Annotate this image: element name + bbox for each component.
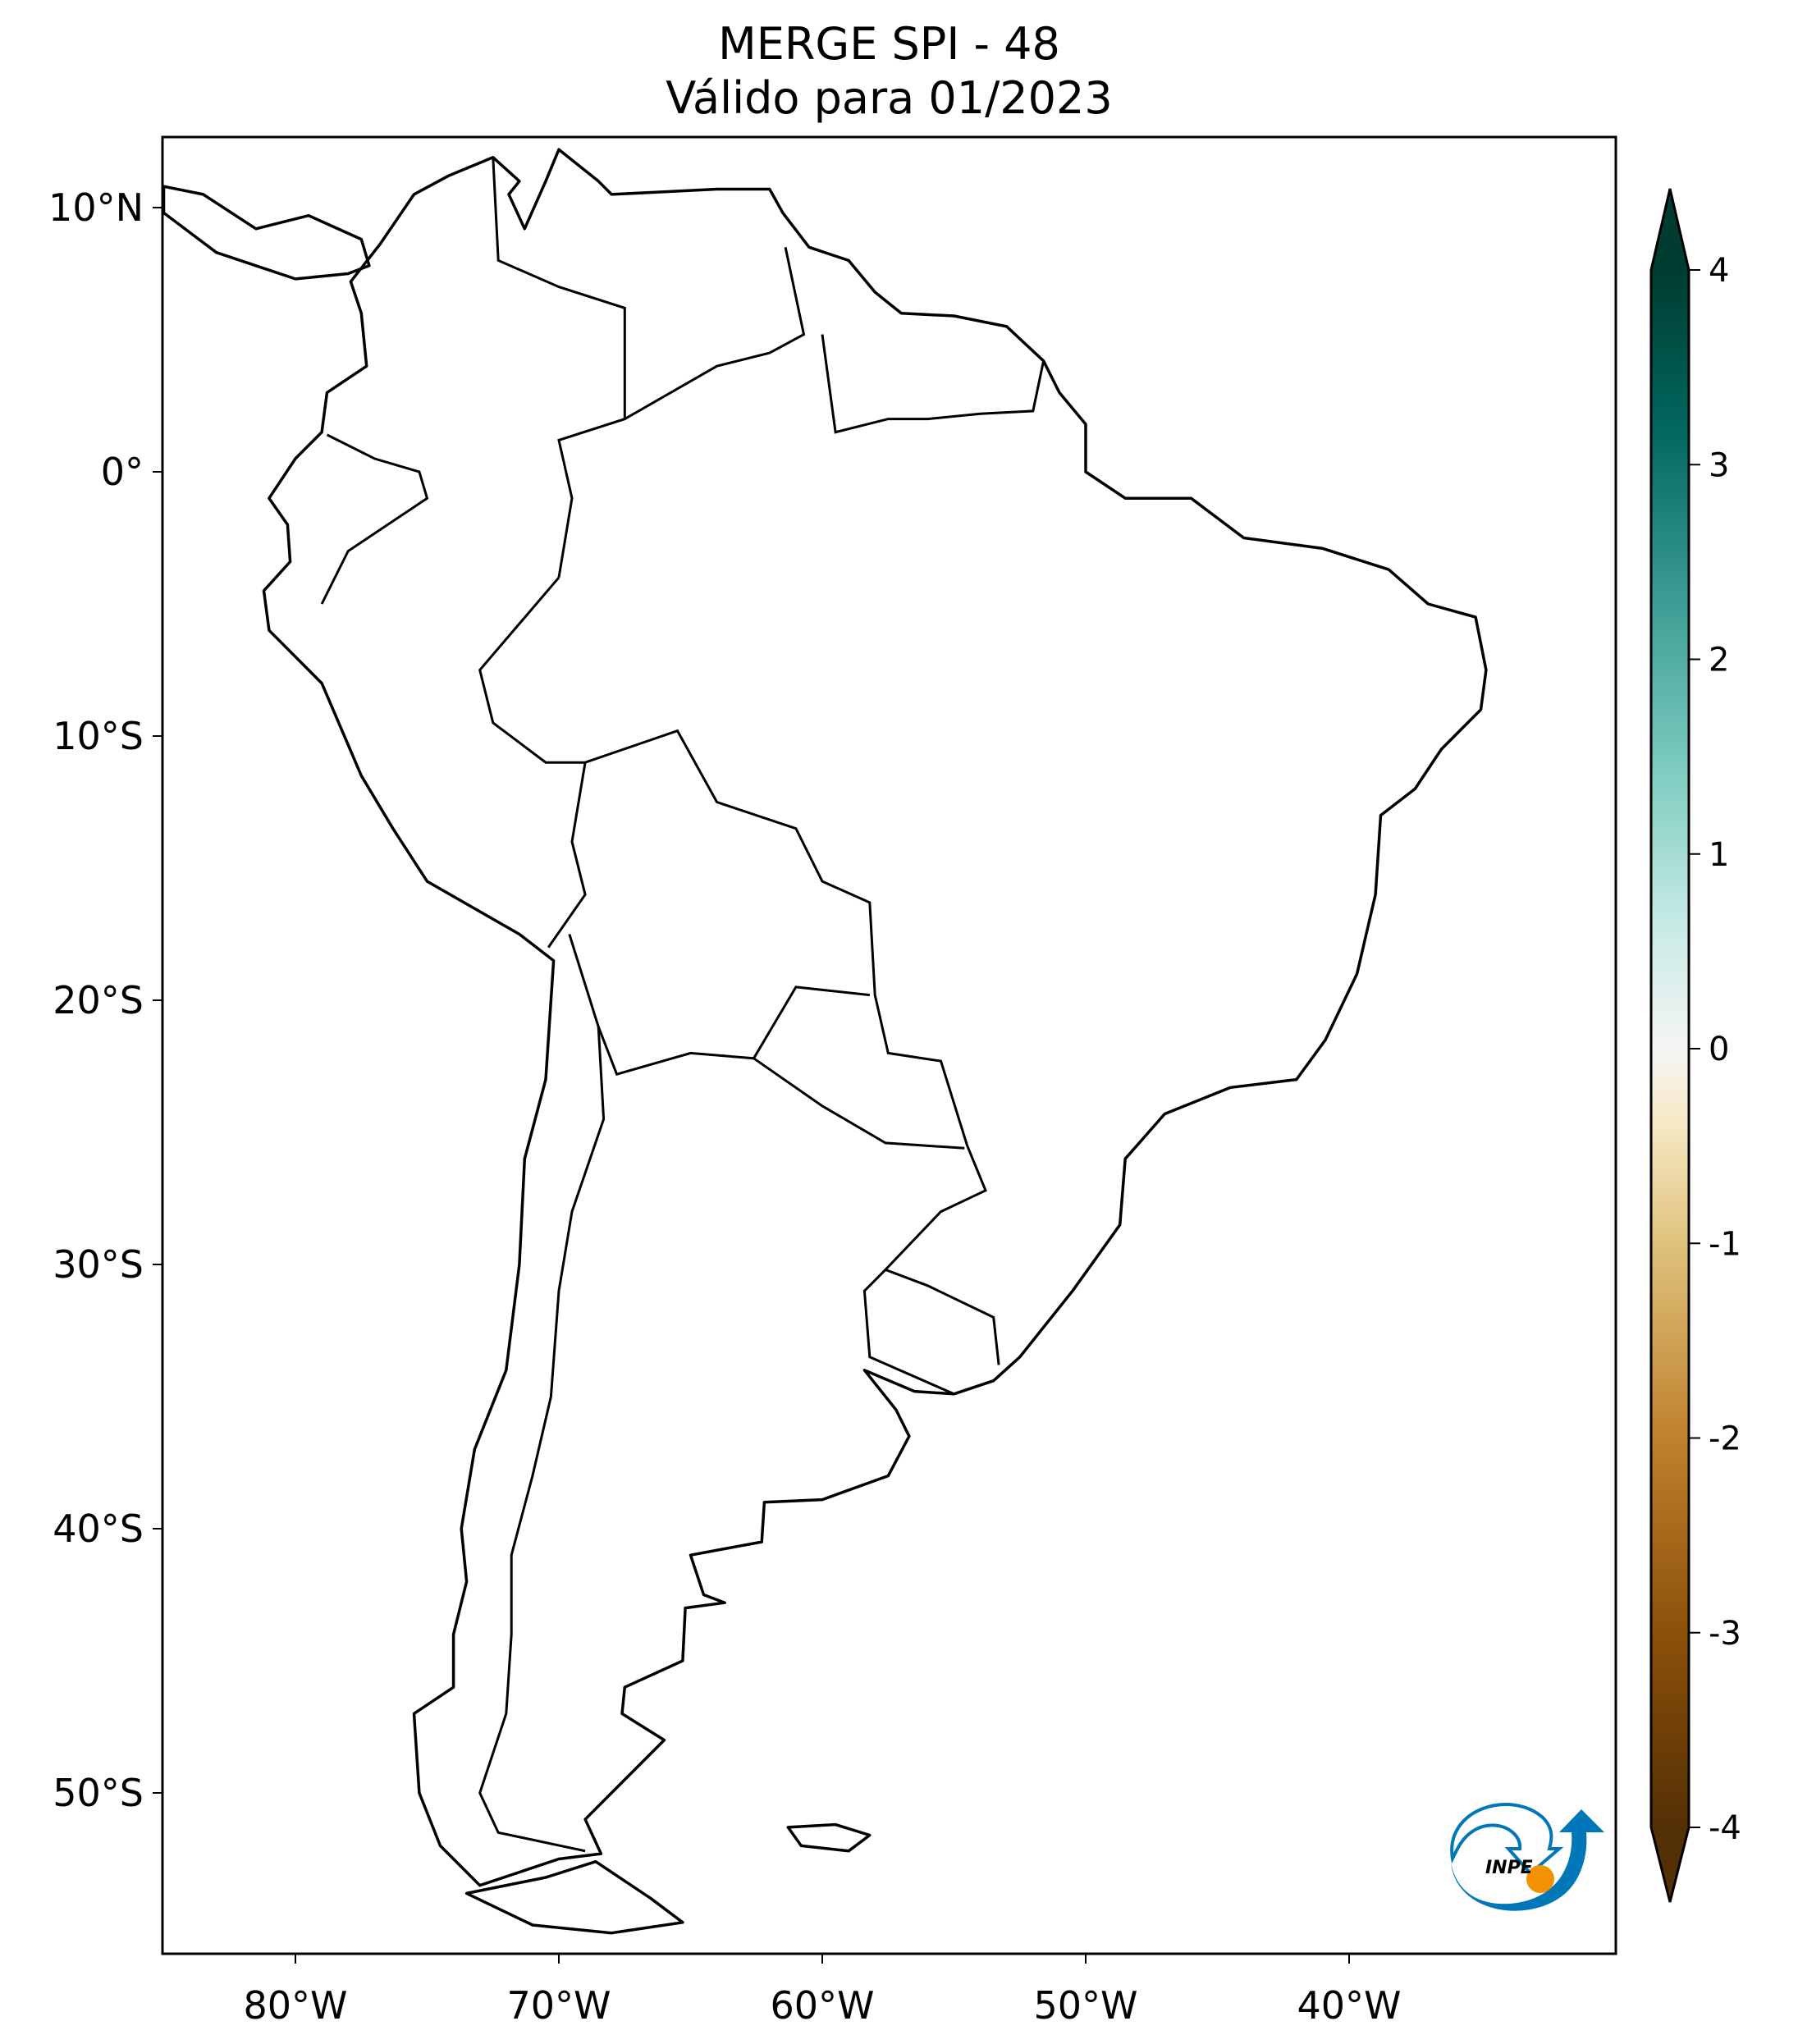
y-tick-label: 20°S: [53, 978, 144, 1022]
colorbar-tick-label: -1: [1709, 1225, 1741, 1263]
coastline: [464, 1859, 684, 1935]
colorbar-extend-max: [1651, 189, 1689, 270]
logo-text: INPE: [1485, 1858, 1533, 1878]
x-tick-label: 80°W: [243, 1983, 347, 2028]
spi-region: [666, 360, 978, 688]
map-subtitle: Válido para 01/2023: [666, 72, 1113, 124]
coastline: [162, 185, 371, 281]
colorbar-tick-label: 0: [1709, 1031, 1729, 1068]
spi-region: [798, 704, 1110, 1032]
x-tick-label: 50°W: [1033, 1983, 1137, 2028]
x-axis: 80°W 70°W 60°W 50°W 40°W: [243, 1954, 1402, 2028]
country-border: [624, 246, 806, 420]
y-tick-label: 30°S: [53, 1242, 144, 1287]
spi-region: [561, 757, 873, 1085]
spi-region: [245, 519, 556, 848]
y-axis: 10°N 0° 10°S 20°S 30°S 40°S 50°S: [48, 185, 162, 1815]
colorbar-tick-label: 3: [1709, 446, 1729, 484]
spi-region: [1088, 784, 1400, 1112]
colorbar-tick-label: -2: [1709, 1420, 1741, 1458]
colorbar-extend-min: [1651, 1827, 1689, 1902]
y-tick-label: 0°: [101, 450, 144, 494]
spi-region: [825, 255, 1137, 583]
country-border: [862, 1269, 955, 1396]
x-tick-label: 70°W: [506, 1983, 611, 2028]
arrow-loop-icon: [1450, 1803, 1564, 1876]
coastline: [786, 1822, 872, 1853]
spi-field: [162, 137, 1616, 1954]
spi-region: [614, 1180, 926, 1508]
country-border: [478, 1027, 606, 1853]
arrow-up-icon: [1451, 1809, 1604, 1911]
spi-region: [1167, 572, 1479, 900]
coastlines-and-borders: [162, 148, 1488, 1935]
country-border: [478, 576, 587, 949]
colorbar-tick-label: -3: [1709, 1615, 1741, 1653]
orange-dot-icon: [1526, 1865, 1554, 1893]
map-title: MERGE SPI - 48: [718, 18, 1060, 70]
x-tick-label: 60°W: [770, 1983, 874, 2028]
colorbar-tick-label: 1: [1709, 836, 1729, 874]
plot-frame: [161, 135, 1617, 1955]
y-tick-label: 10°N: [48, 185, 144, 230]
colorbar-tick-label: 2: [1709, 642, 1729, 679]
spi-region: [298, 704, 610, 1032]
spi-region: [771, 1180, 1083, 1508]
spi-region: [877, 1021, 1189, 1349]
y-tick-label: 50°S: [53, 1771, 144, 1815]
x-tick-label: 40°W: [1297, 1983, 1401, 2028]
colorbar: 4 3 2 1 0 -1 -2 -3 -4: [1649, 188, 1741, 1903]
colorbar-tick-label: 4: [1709, 252, 1729, 290]
country-border: [584, 729, 1000, 1365]
country-border: [320, 433, 429, 605]
spi-region: [508, 1497, 820, 1825]
spi-region: [429, 1549, 741, 1877]
spi-region: [192, 334, 504, 662]
inpe-logo: INPE: [1450, 1803, 1604, 1911]
spi-region: [403, 202, 715, 530]
colorbar-tick-label: -4: [1709, 1809, 1741, 1847]
spi-region: [482, 1365, 794, 1693]
colorbar-gradient: [1651, 270, 1689, 1827]
y-tick-label: 10°S: [53, 714, 144, 758]
coastline: [262, 148, 1488, 1887]
country-border: [568, 934, 870, 1077]
spi-region: [561, 995, 873, 1323]
country-border: [753, 1057, 965, 1150]
y-tick-label: 40°S: [53, 1507, 144, 1551]
spi-region: [693, 916, 1004, 1244]
spi-region: [364, 1232, 675, 1561]
country-border: [821, 334, 1045, 434]
country-border: [492, 157, 626, 578]
